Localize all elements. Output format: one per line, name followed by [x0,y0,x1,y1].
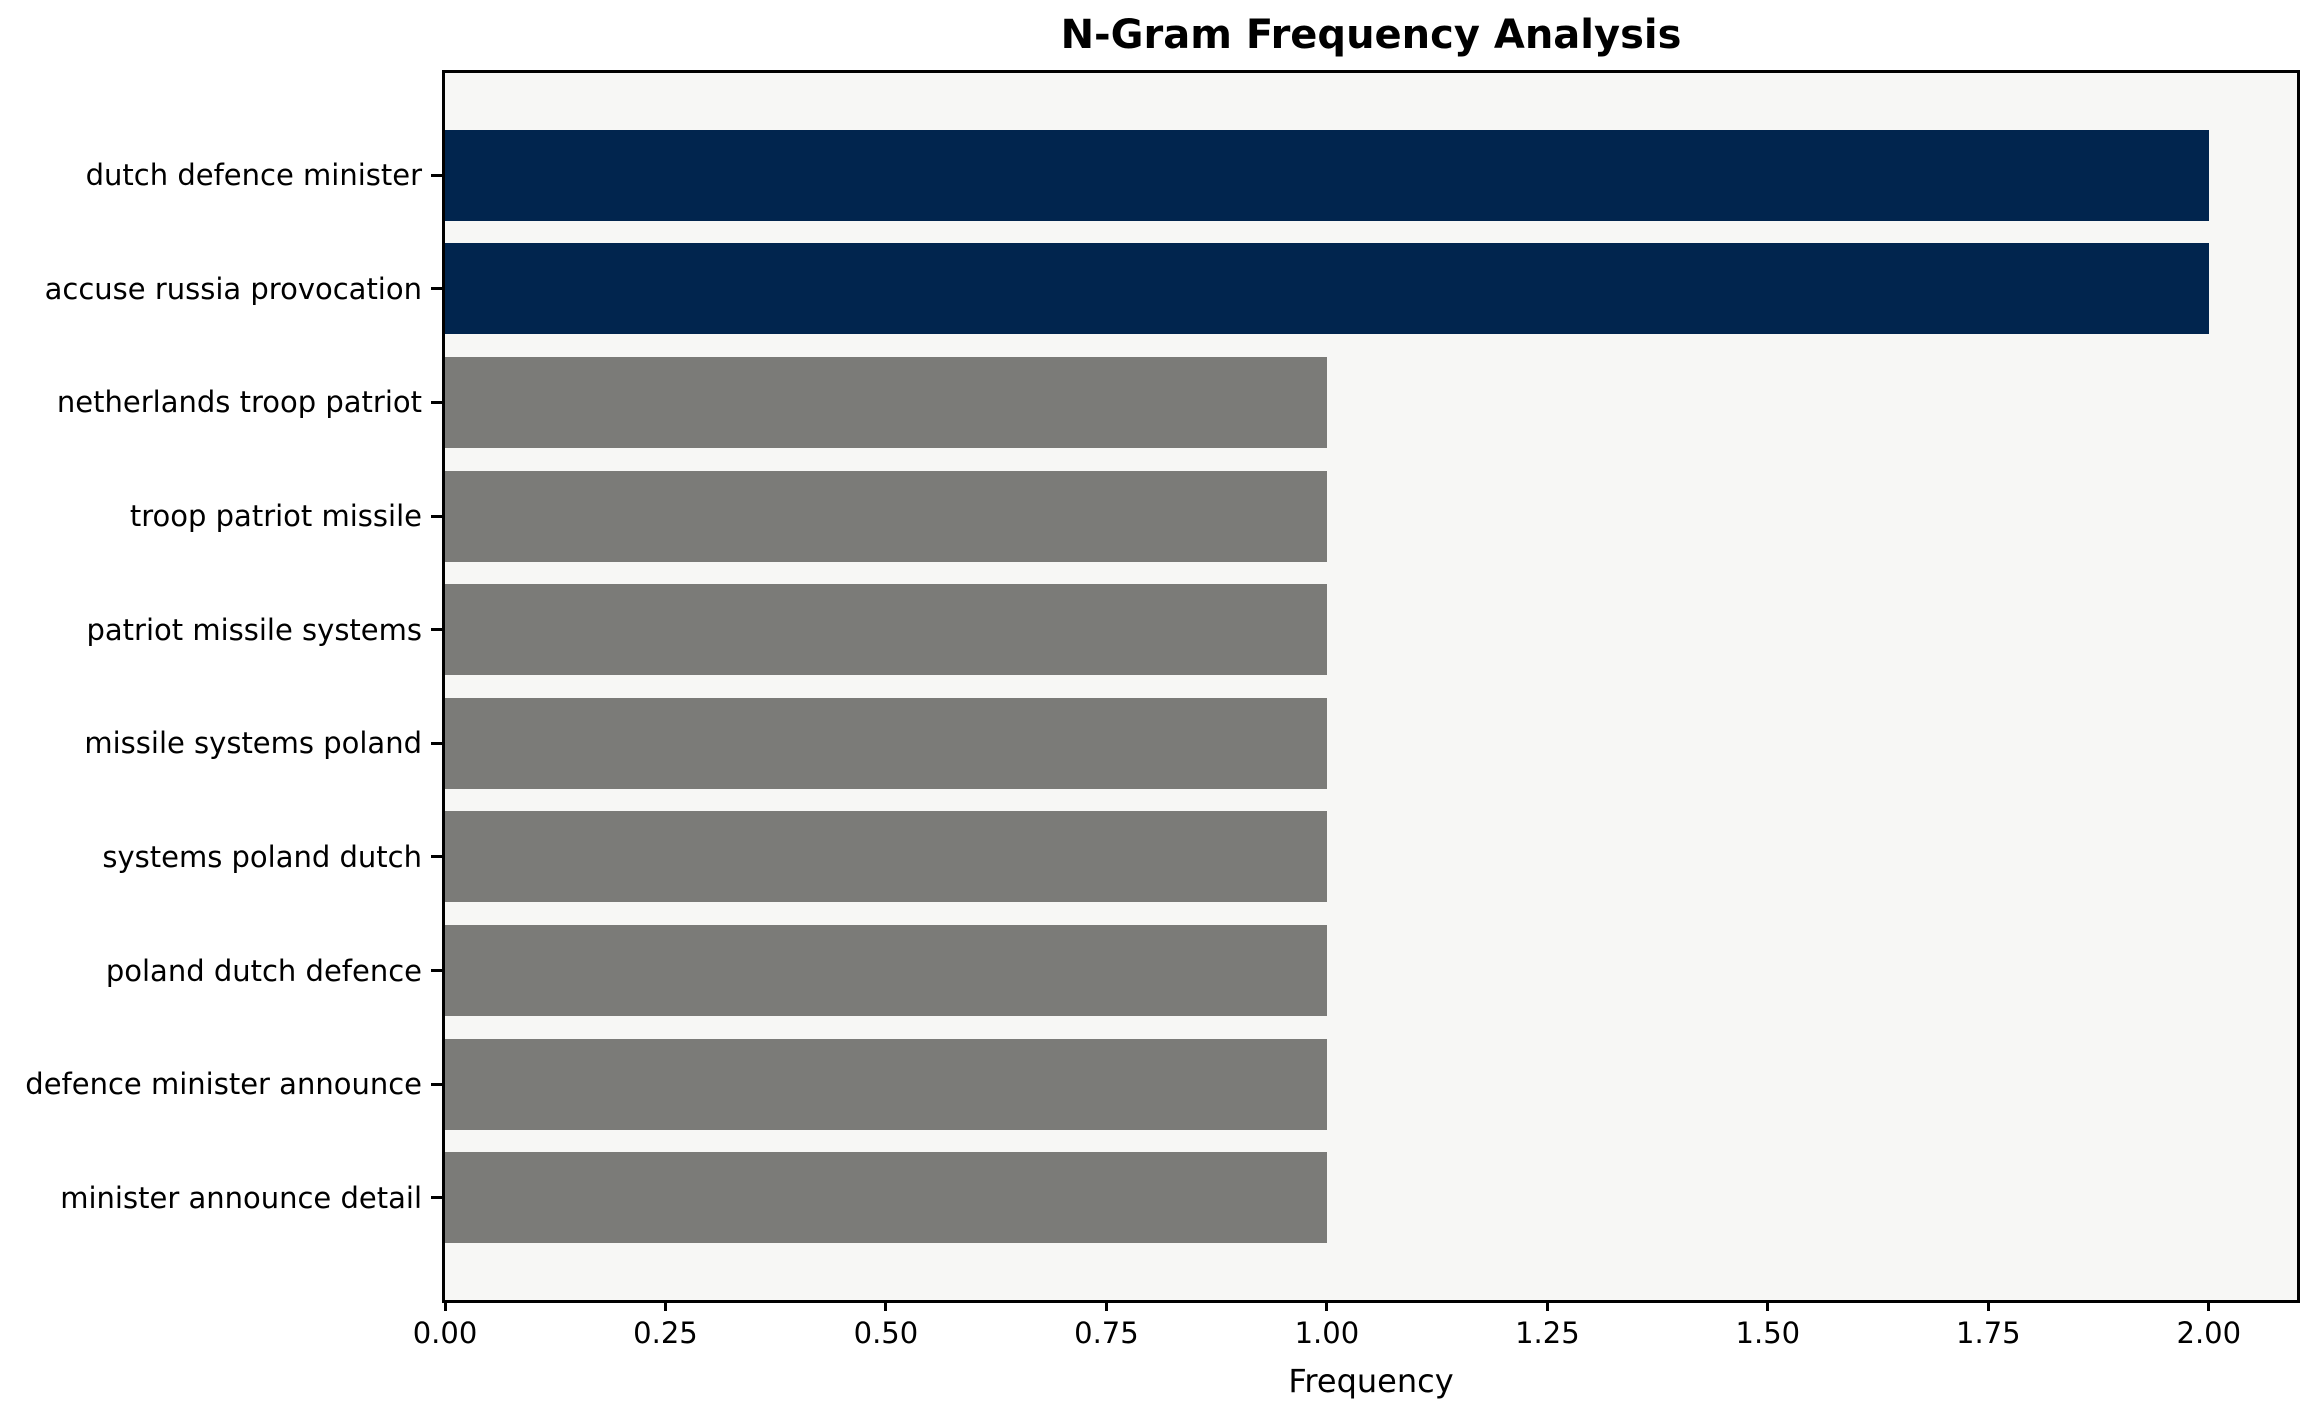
x-tick-mark [884,1300,888,1311]
chart-title: N-Gram Frequency Analysis [1060,12,1682,58]
y-tick-mark [431,628,442,632]
y-tick-mark [431,969,442,973]
x-tick-mark [1325,1300,1329,1311]
y-tick-label: troop patriot missile [129,499,422,534]
x-tick-mark [663,1300,667,1311]
x-tick-mark [1766,1300,1770,1311]
y-tick-mark [431,855,442,859]
y-tick-mark [431,741,442,745]
x-axis-label: Frequency [1288,1362,1454,1400]
bar [445,811,1327,903]
x-tick-mark [443,1300,447,1311]
x-tick-label: 0.75 [1074,1316,1139,1350]
y-tick-label: systems poland dutch [102,839,422,874]
bar [445,697,1327,789]
x-tick-label: 1.75 [1956,1316,2021,1350]
y-tick-mark [431,1196,442,1200]
bar [445,243,2209,335]
x-tick-mark [1986,1300,1990,1311]
x-tick-mark [1104,1300,1108,1311]
x-tick-mark [2207,1300,2211,1311]
x-tick-mark [1545,1300,1549,1311]
y-tick-label: accuse russia provocation [44,271,422,306]
plot-area [442,70,2300,1303]
y-tick-mark [431,173,442,177]
x-tick-label: 1.50 [1735,1316,1801,1350]
bar [445,925,1327,1016]
y-tick-mark [431,287,442,291]
bar [445,129,2209,221]
y-tick-label: defence minister announce [25,1067,422,1102]
y-tick-mark [431,1082,442,1086]
x-tick-label: 1.25 [1515,1316,1580,1350]
y-tick-label: netherlands troop patriot [56,385,422,420]
bar [445,357,1327,448]
y-tick-label: missile systems poland [84,726,422,761]
bar [445,1038,1327,1130]
x-tick-label: 1.00 [1294,1316,1360,1350]
y-tick-mark [431,514,442,518]
x-tick-label: 0.25 [633,1316,698,1350]
x-tick-label: 0.00 [412,1316,478,1350]
bar [445,1152,1327,1244]
x-tick-label: 2.00 [2176,1316,2242,1350]
y-tick-label: poland dutch defence [105,953,422,988]
y-tick-label: patriot missile systems [86,612,422,647]
y-tick-mark [431,400,442,404]
bar [445,470,1327,562]
bar [445,584,1327,676]
y-tick-label: minister announce detail [60,1180,422,1215]
y-tick-label: dutch defence minister [85,158,422,193]
x-tick-label: 0.50 [853,1316,919,1350]
